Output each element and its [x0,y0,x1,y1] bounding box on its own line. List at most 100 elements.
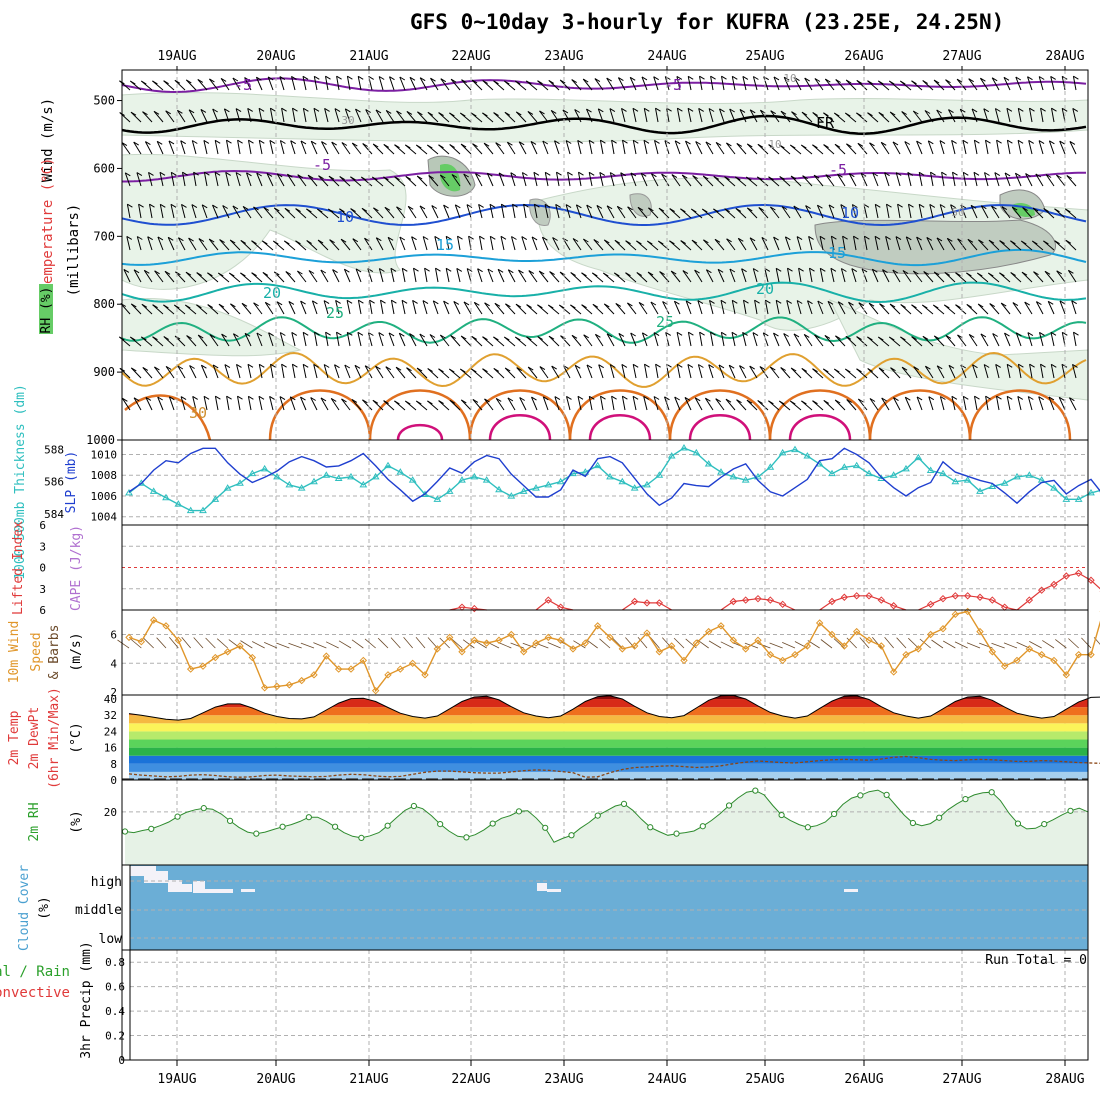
wind-barb-flag [357,75,364,80]
wind-barb-flag [702,208,708,213]
wind-barb-flag [163,80,169,85]
wind-barb [984,172,989,187]
wind-barb-flag [253,302,259,307]
wind-barb-flag [721,75,727,80]
wind-barb-flag [483,142,490,147]
wind-barb-flag [141,303,148,308]
wind-barb-flag [253,206,259,211]
wind-barb [226,140,230,155]
wind-barb-flag [1072,107,1079,112]
wind-barb [505,303,516,315]
wind-barb-flag [731,331,738,336]
wind-barb-flag [554,140,560,145]
wind-barb-flag [1061,107,1068,112]
wind-barb [133,397,142,411]
wind-barb [273,207,285,219]
wind-barb [715,398,725,411]
wind-barb [951,396,956,411]
wind-barb [328,175,340,187]
wind-barb [313,76,318,91]
wind-barb [511,236,516,251]
wind10-barb [599,638,611,649]
wind-barb-flag [218,303,225,308]
wind-barb [344,364,351,379]
date-label-top: 27AUG [942,49,981,64]
wind-barb-flag [702,175,709,180]
wind-barb-flag [709,299,715,304]
wind-barb-flag [218,272,224,277]
wind10-speed-line-point [421,671,429,679]
wind-barb [1051,108,1055,123]
wind-barb-flag [297,174,303,179]
wind-barb [263,207,274,219]
wind-barb-flag [600,395,606,400]
wind-barb [974,396,978,411]
wind-barb [136,172,142,187]
wind-barb [475,173,483,187]
wind-barb [860,173,868,187]
wind-barb [209,334,219,347]
wind10-barb [612,637,623,649]
wind-barb-flag [989,303,995,308]
wind-barb-flag [848,301,854,306]
wind-barb-flag [728,364,735,369]
wind-barb-flag [812,400,818,405]
wind-barb-flag [992,333,998,337]
wind-barb-flag [918,203,925,208]
wind-barb [384,206,395,219]
wind-barb [399,236,406,251]
thickness-line-point [186,506,195,514]
rh-shading [121,92,1089,401]
wind-barb [515,303,527,315]
wind-barb-flag [240,239,247,244]
wind-barb-flag [372,143,379,148]
wind-barb [124,172,131,187]
wind-barb-flag [622,395,628,400]
wind-barb [201,204,208,219]
wind-barb-flag [834,112,840,117]
contour-hump [468,389,572,441]
wind-barb [237,140,241,155]
wind-barb [848,301,857,315]
wind-barb-flag [203,395,210,400]
wind-barb [168,396,175,411]
wind-barb-flag [796,236,803,241]
wind-barb-flag [405,144,411,149]
wind-barb-flag [416,367,423,372]
wind-barb-flag [831,235,837,240]
wind-barb-flag [583,334,589,339]
wind-barb [185,271,197,283]
wind-barb-flag [1069,140,1076,145]
wind-barb-flag [495,142,501,147]
wind-barb-flag [758,207,765,211]
wind-barb [1029,364,1033,379]
wind-barb [317,239,329,251]
wind-barb [673,300,681,315]
wind-barb [262,272,274,283]
wind-barb-flag [1006,107,1013,112]
wind-barb-flag [732,299,738,304]
contour-label: 50 [951,206,964,219]
wind-barb [232,77,241,91]
wind-barb [242,206,252,219]
wind-barb-flag [495,397,502,402]
wind10-barb [943,640,956,649]
wind-barb-flag [632,107,639,112]
wind-barb-flag [240,272,246,277]
wind-barb-flag [372,176,378,181]
wind-barb-flag [256,172,262,177]
wind-barb-flag [383,143,390,148]
wind-barb [1001,206,1011,219]
wind-barb [141,303,153,315]
wind-barb [314,332,318,347]
wind-barb-flag [490,235,496,240]
wind10-barb [427,637,438,649]
wind-barb-flag [846,143,852,148]
wind-barb [758,207,769,219]
wind-barb-flag [323,364,330,368]
wind10-speed-line-point [569,645,577,653]
wind-barb-flag [1016,332,1022,337]
rh-point [988,789,995,796]
wind-barb-flag [438,368,444,373]
wind10-speed-label: Speed [29,632,44,671]
